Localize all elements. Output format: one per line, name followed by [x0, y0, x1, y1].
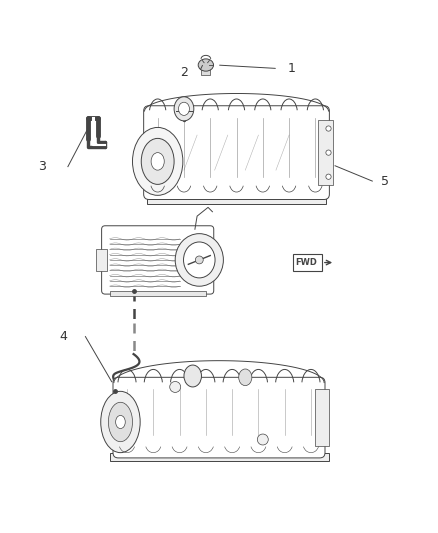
- Ellipse shape: [239, 369, 252, 386]
- Bar: [201, 67, 210, 75]
- Ellipse shape: [326, 150, 331, 155]
- Bar: [147, 192, 326, 204]
- Ellipse shape: [175, 233, 223, 286]
- Ellipse shape: [195, 256, 203, 264]
- Bar: [96, 249, 107, 271]
- Ellipse shape: [184, 365, 201, 387]
- FancyBboxPatch shape: [113, 377, 325, 458]
- Text: 1: 1: [287, 62, 295, 75]
- Ellipse shape: [184, 242, 215, 278]
- Ellipse shape: [179, 102, 189, 115]
- Ellipse shape: [108, 402, 132, 442]
- Ellipse shape: [326, 174, 331, 179]
- Ellipse shape: [132, 127, 183, 195]
- FancyBboxPatch shape: [144, 106, 329, 199]
- Ellipse shape: [198, 59, 213, 71]
- Text: FWD: FWD: [295, 258, 317, 267]
- Bar: [110, 290, 206, 296]
- Ellipse shape: [174, 97, 194, 121]
- Text: 4: 4: [60, 330, 67, 343]
- FancyBboxPatch shape: [102, 226, 214, 294]
- Ellipse shape: [141, 139, 174, 184]
- Ellipse shape: [116, 415, 125, 429]
- Ellipse shape: [326, 126, 331, 131]
- Text: 5: 5: [381, 175, 389, 188]
- Ellipse shape: [257, 434, 268, 445]
- Bar: [318, 120, 333, 185]
- Ellipse shape: [151, 152, 164, 170]
- Ellipse shape: [101, 391, 140, 453]
- Bar: [293, 254, 322, 271]
- Ellipse shape: [170, 382, 180, 392]
- Bar: [110, 453, 328, 461]
- Bar: [315, 389, 328, 446]
- Text: 2: 2: [180, 66, 188, 78]
- Text: 3: 3: [38, 160, 46, 173]
